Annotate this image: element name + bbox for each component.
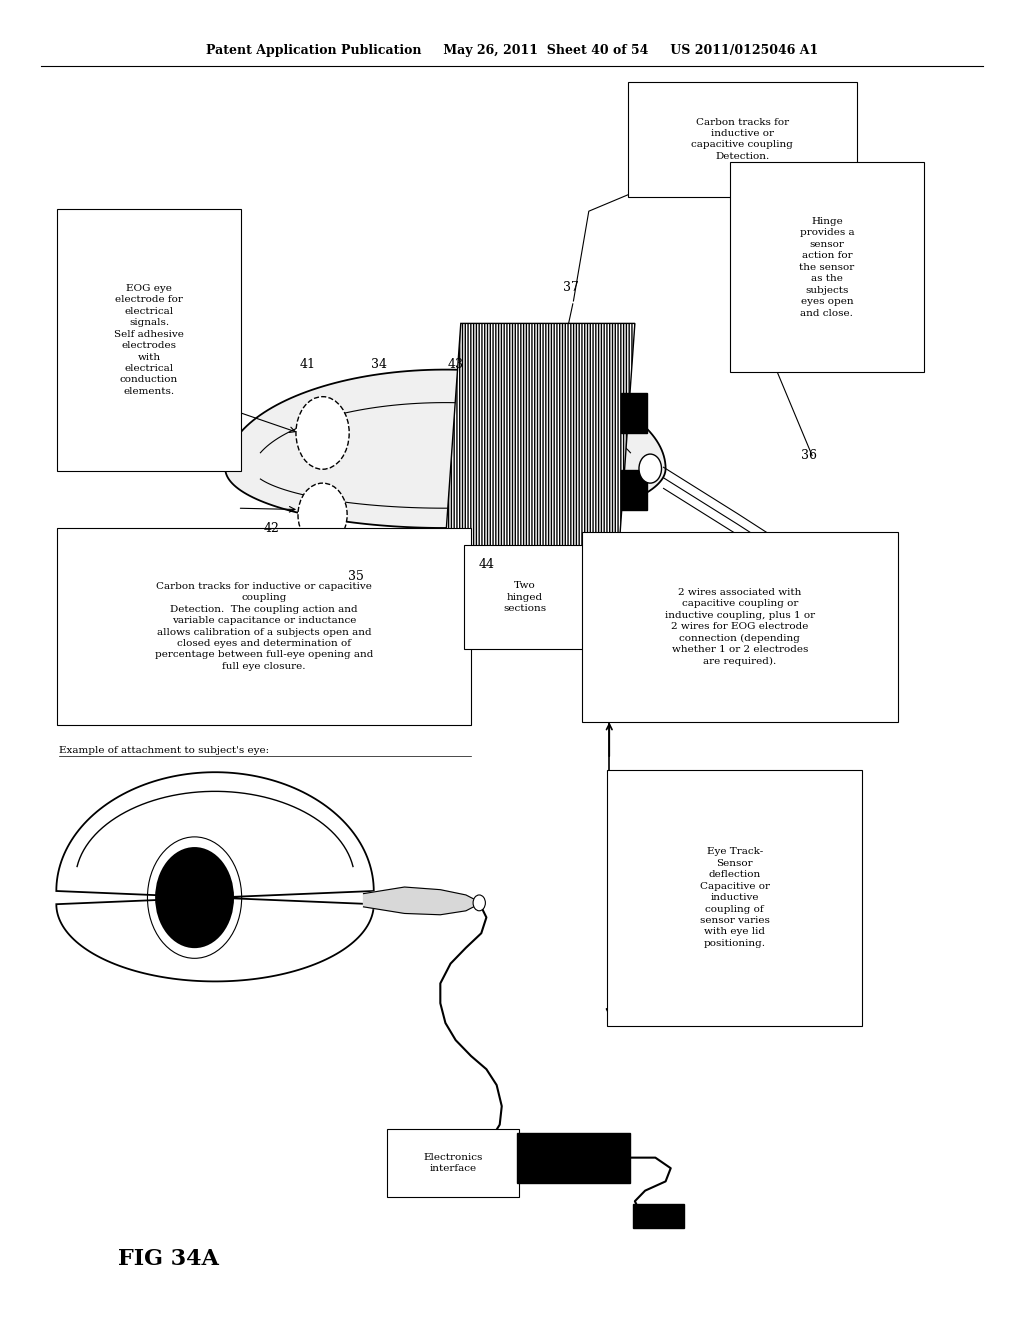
Text: FIG 34A: FIG 34A: [118, 1247, 219, 1270]
Text: 36: 36: [801, 449, 817, 462]
Bar: [633, 1204, 684, 1228]
Text: Carbon tracks for inductive or capacitive
coupling
Detection.  The coupling acti: Carbon tracks for inductive or capacitiv…: [155, 582, 374, 671]
Ellipse shape: [296, 396, 349, 469]
Text: Two
hinged
sections: Two hinged sections: [503, 581, 547, 614]
Text: EOG eye
electrode for
electrical
signals.
Self adhesive
electrodes
with
electric: EOG eye electrode for electrical signals…: [114, 284, 184, 396]
Text: 2 wires associated with
capacitive coupling or
inductive coupling, plus 1 or
2 w: 2 wires associated with capacitive coupl…: [665, 587, 815, 667]
Ellipse shape: [473, 895, 485, 911]
FancyBboxPatch shape: [57, 209, 241, 471]
Bar: [621, 393, 647, 433]
Text: Carbon tracks for
inductive or
capacitive coupling
Detection.: Carbon tracks for inductive or capacitiv…: [691, 117, 794, 161]
FancyBboxPatch shape: [582, 532, 898, 722]
Text: 44: 44: [478, 558, 495, 572]
FancyBboxPatch shape: [464, 545, 586, 649]
FancyBboxPatch shape: [730, 162, 924, 372]
FancyBboxPatch shape: [607, 770, 862, 1026]
Text: Electronics
interface: Electronics interface: [424, 1152, 482, 1173]
Polygon shape: [56, 772, 374, 981]
Ellipse shape: [156, 847, 233, 948]
Bar: [621, 470, 647, 510]
Text: Hinge
provides a
sensor
action for
the sensor
as the
subjects
eyes open
and clos: Hinge provides a sensor action for the s…: [800, 216, 854, 318]
FancyBboxPatch shape: [57, 528, 471, 725]
Bar: [517, 1133, 630, 1183]
Text: 42: 42: [263, 521, 280, 535]
Text: 43: 43: [447, 358, 464, 371]
Text: 37: 37: [563, 281, 580, 294]
FancyBboxPatch shape: [628, 82, 857, 197]
Polygon shape: [364, 887, 481, 915]
Polygon shape: [440, 323, 635, 614]
Polygon shape: [225, 370, 666, 528]
FancyBboxPatch shape: [387, 1129, 519, 1197]
Text: 35: 35: [348, 570, 365, 583]
Text: Patent Application Publication     May 26, 2011  Sheet 40 of 54     US 2011/0125: Patent Application Publication May 26, 2…: [206, 44, 818, 57]
Ellipse shape: [639, 454, 662, 483]
Ellipse shape: [298, 483, 347, 546]
Text: 41: 41: [299, 358, 315, 371]
Text: Example of attachment to subject's eye:: Example of attachment to subject's eye:: [59, 746, 269, 755]
Text: 34: 34: [371, 358, 387, 371]
Text: Eye Track-
Sensor
deflection
Capacitive or
inductive
coupling of
sensor varies
w: Eye Track- Sensor deflection Capacitive …: [699, 847, 770, 948]
